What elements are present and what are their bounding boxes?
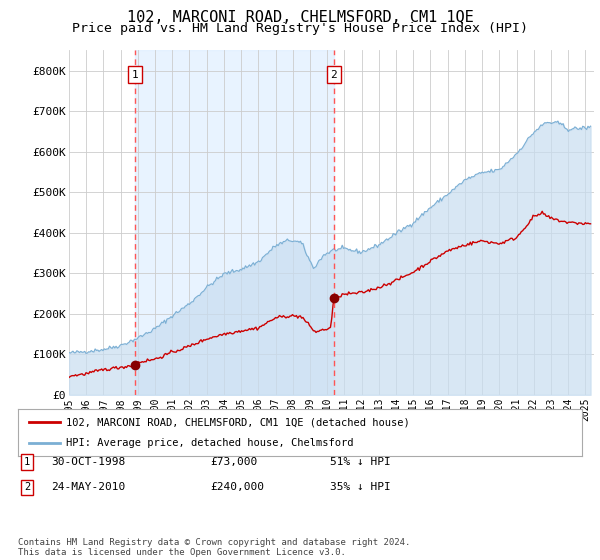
Text: Contains HM Land Registry data © Crown copyright and database right 2024.
This d: Contains HM Land Registry data © Crown c…: [18, 538, 410, 557]
Text: 102, MARCONI ROAD, CHELMSFORD, CM1 1QE (detached house): 102, MARCONI ROAD, CHELMSFORD, CM1 1QE (…: [66, 417, 410, 427]
Text: £240,000: £240,000: [210, 482, 264, 492]
Text: 1: 1: [131, 69, 139, 80]
Text: 102, MARCONI ROAD, CHELMSFORD, CM1 1QE: 102, MARCONI ROAD, CHELMSFORD, CM1 1QE: [127, 10, 473, 25]
Text: 1: 1: [24, 457, 30, 467]
Text: 2: 2: [331, 69, 337, 80]
Text: 30-OCT-1998: 30-OCT-1998: [51, 457, 125, 467]
Text: Price paid vs. HM Land Registry's House Price Index (HPI): Price paid vs. HM Land Registry's House …: [72, 22, 528, 35]
Text: HPI: Average price, detached house, Chelmsford: HPI: Average price, detached house, Chel…: [66, 438, 353, 448]
Text: 51% ↓ HPI: 51% ↓ HPI: [330, 457, 391, 467]
Text: 35% ↓ HPI: 35% ↓ HPI: [330, 482, 391, 492]
Text: £73,000: £73,000: [210, 457, 257, 467]
Text: 2: 2: [24, 482, 30, 492]
Text: 24-MAY-2010: 24-MAY-2010: [51, 482, 125, 492]
